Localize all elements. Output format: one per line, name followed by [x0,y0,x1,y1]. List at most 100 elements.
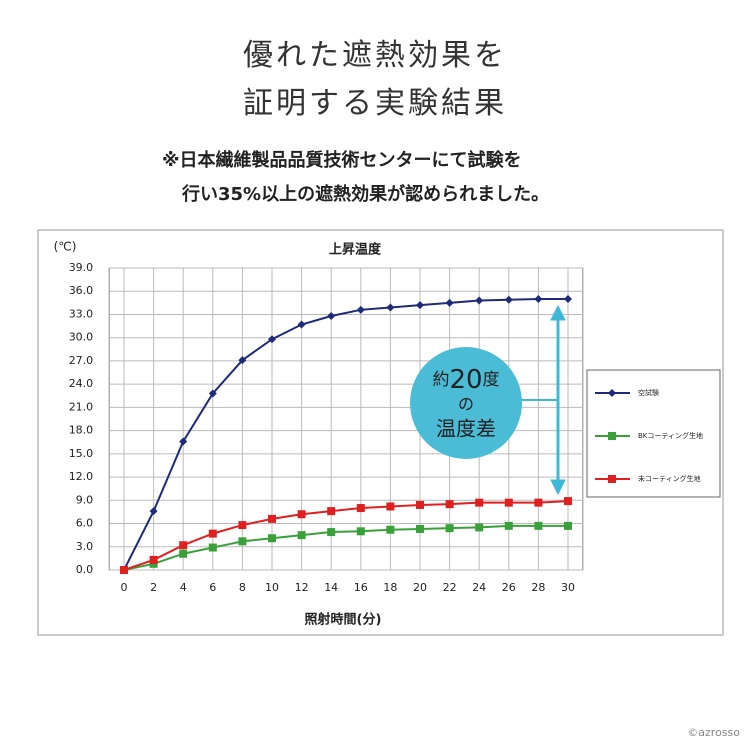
x-tick-label: 6 [209,581,216,594]
y-tick-label: 9.0 [76,493,94,506]
legend-marker [608,432,616,440]
data-point [445,524,454,533]
legend-marker [608,475,616,483]
data-point [564,294,572,303]
annotation-text: 約20度 [432,365,499,395]
data-point [356,527,365,536]
chart-title: 上昇温度 [329,242,382,258]
series-line [123,297,568,571]
data-point [534,498,543,507]
data-point [297,531,306,540]
note: ※日本繊維製品品質技術センターにて試験を [162,150,522,171]
data-point [534,521,543,530]
annotation-line: 温度差 [436,417,496,441]
series-line [123,500,569,571]
data-point [179,437,188,446]
y-tick-label: 12.0 [69,470,94,483]
y-tick-label: 30.0 [69,331,94,344]
legend-label: BKコーティング生地 [638,431,703,440]
data-point [386,303,395,312]
data-point [564,497,572,506]
data-point [208,543,217,552]
y-tick-label: 15.0 [69,447,94,460]
data-point [149,559,158,568]
chart-frame [37,229,724,636]
data-point [564,521,572,530]
data-point [504,521,513,530]
data-point [149,555,158,564]
data-point [297,320,306,329]
y-tick-label: 33.0 [69,307,94,320]
annotation-arrow [515,304,566,496]
data-point [445,298,454,307]
y-tick-label: 39.0 [69,261,94,274]
x-tick-label: 20 [413,581,427,594]
legend-box [586,369,721,498]
x-tick-label: 28 [531,581,545,594]
credit: ©azrosso [687,726,740,739]
x-tick-label: 8 [239,581,246,594]
data-point [238,356,247,365]
note: 行い35%以上の遮熱効果が認められました。 [182,184,550,205]
data-point [268,514,276,523]
data-point [268,534,276,543]
y-tick-label: 27.0 [69,354,94,367]
legend-marker [608,389,616,397]
x-tick-label: 22 [443,581,457,594]
y-tick-label: 18.0 [69,424,94,437]
data-point [327,528,336,537]
data-point [149,507,158,516]
data-point [120,566,128,574]
annotation-part: 20 [449,365,482,395]
x-tick-label: 10 [265,581,279,594]
x-tick-label: 30 [561,581,575,594]
legend-label: 空試験 [638,388,659,397]
data-point [297,510,306,519]
data-point [179,549,188,558]
plot-area [108,267,584,571]
legend-label: 未コーティング生地 [638,474,701,483]
heading: 優れた遮熱効果を [243,38,507,73]
data-point [327,312,336,321]
x-tick-label: 2 [150,581,157,594]
data-point [208,389,217,398]
y-tick-label: 24.0 [69,377,94,390]
annotation-part: 約 [432,370,449,390]
data-point [475,296,484,305]
x-tick-label: 0 [121,581,128,594]
data-point [208,529,217,538]
data-point [416,524,424,533]
data-point [179,541,188,550]
y-tick-label: 6.0 [76,517,94,530]
y-tick-label: 0.0 [76,563,94,576]
data-point [356,504,365,513]
y-axis-label: (℃) [54,240,77,254]
data-point [475,498,484,507]
data-point [120,566,128,574]
y-tick-label: 21.0 [69,400,94,413]
data-point [504,295,513,304]
data-point [386,525,395,534]
data-point [356,305,365,314]
data-point [238,521,247,530]
heading: 証明する実験結果 [243,86,507,121]
annotation-line: の [458,395,474,414]
data-point [416,301,424,310]
y-tick-label: 3.0 [76,540,94,553]
x-tick-label: 18 [383,581,397,594]
data-point [386,502,395,511]
data-point [475,523,484,532]
data-point [120,566,128,574]
data-point [416,500,424,509]
x-tick-label: 4 [180,581,187,594]
x-axis-label: 照射時間(分) [305,612,382,628]
x-tick-label: 14 [324,581,338,594]
x-tick-label: 24 [472,581,486,594]
series-line [123,524,568,571]
data-point [504,498,513,507]
annotation-circle [410,347,522,459]
data-point [534,294,543,303]
x-tick-label: 12 [295,581,309,594]
x-tick-label: 16 [354,581,368,594]
